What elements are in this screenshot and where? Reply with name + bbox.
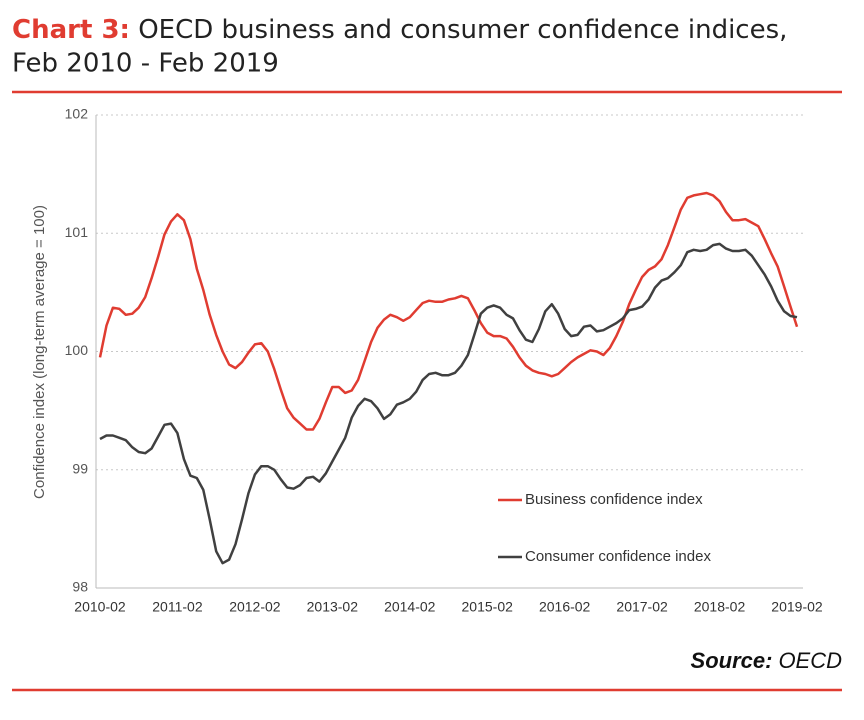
title-line: OECD business and consumer confidence in…	[130, 15, 787, 45]
source-label: Source:	[691, 648, 773, 673]
legend-label: Business confidence index	[525, 491, 703, 508]
title-line: Feb 2010 - Feb 2019	[12, 49, 279, 79]
x-tick-label: 2010-02	[74, 599, 126, 615]
series-line	[98, 191, 799, 431]
series-line	[99, 242, 798, 565]
x-tick-label: 2011-02	[152, 599, 203, 615]
y-tick-label: 100	[65, 342, 89, 358]
x-tick-label: 2018-02	[694, 599, 746, 615]
x-tick-label: 2015-02	[462, 599, 514, 615]
y-tick-label: 99	[72, 460, 88, 476]
y-axis-label: Confidence index (long-term average = 10…	[31, 205, 48, 499]
x-tick-label: 2013-02	[307, 599, 359, 615]
legend-label: Consumer confidence index	[525, 548, 711, 565]
x-tick-label: 2012-02	[229, 599, 281, 615]
y-tick-label: 101	[65, 224, 89, 240]
x-tick-label: 2019-02	[771, 599, 823, 615]
title-prefix: Chart 3:	[12, 15, 130, 45]
x-tick-label: 2016-02	[539, 599, 591, 615]
x-tick-label: 2014-02	[384, 599, 436, 615]
y-tick-label: 102	[65, 106, 89, 122]
source-name: OECD	[778, 648, 842, 673]
x-tick-label: 2017-02	[616, 599, 668, 615]
source: Source: OECD	[691, 648, 843, 673]
chart-title: Chart 3: OECD business and consumer conf…	[12, 15, 787, 45]
y-tick-label: 98	[72, 579, 88, 595]
